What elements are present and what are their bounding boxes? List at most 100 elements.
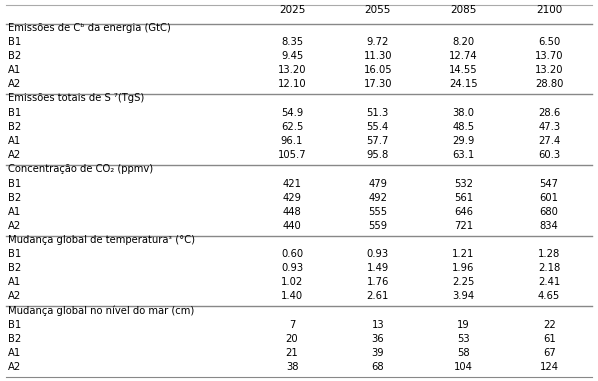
Text: 1.96: 1.96 xyxy=(452,263,475,274)
Text: 492: 492 xyxy=(368,193,388,203)
Text: 1.76: 1.76 xyxy=(367,277,389,287)
Text: 95.8: 95.8 xyxy=(367,150,389,160)
Text: 53: 53 xyxy=(457,334,470,344)
Text: Concentração de CO₂ (ppmv): Concentração de CO₂ (ppmv) xyxy=(8,164,153,174)
Text: 57.7: 57.7 xyxy=(367,136,389,146)
Text: B1: B1 xyxy=(8,250,22,259)
Text: 1.21: 1.21 xyxy=(452,250,475,259)
Text: 1.49: 1.49 xyxy=(367,263,389,274)
Text: 62.5: 62.5 xyxy=(281,122,303,132)
Text: 21: 21 xyxy=(286,348,298,358)
Text: 105.7: 105.7 xyxy=(277,150,306,160)
Text: 27.4: 27.4 xyxy=(538,136,560,146)
Text: 9.45: 9.45 xyxy=(281,51,303,61)
Text: A1: A1 xyxy=(8,277,22,287)
Text: 4.65: 4.65 xyxy=(538,291,560,301)
Text: 0.93: 0.93 xyxy=(281,263,303,274)
Text: A2: A2 xyxy=(8,221,22,231)
Text: Emissões totais de S ⁷(TgS): Emissões totais de S ⁷(TgS) xyxy=(8,93,144,104)
Text: 13.20: 13.20 xyxy=(535,65,563,75)
Text: 421: 421 xyxy=(282,179,301,189)
Text: A2: A2 xyxy=(8,291,22,301)
Text: 1.02: 1.02 xyxy=(281,277,303,287)
Text: 63.1: 63.1 xyxy=(452,150,475,160)
Text: 14.55: 14.55 xyxy=(449,65,478,75)
Text: 547: 547 xyxy=(539,179,559,189)
Text: Emissões de Cᵇ da energia (GtC): Emissões de Cᵇ da energia (GtC) xyxy=(8,23,171,33)
Text: 2.61: 2.61 xyxy=(367,291,389,301)
Text: 11.30: 11.30 xyxy=(364,51,392,61)
Text: 96.1: 96.1 xyxy=(281,136,303,146)
Text: 834: 834 xyxy=(540,221,559,231)
Text: 48.5: 48.5 xyxy=(452,122,474,132)
Text: B2: B2 xyxy=(8,334,22,344)
Text: 8.35: 8.35 xyxy=(281,37,303,48)
Text: 1.28: 1.28 xyxy=(538,250,560,259)
Text: 20: 20 xyxy=(286,334,298,344)
Text: 646: 646 xyxy=(454,207,473,217)
Text: 2.25: 2.25 xyxy=(452,277,475,287)
Text: 61: 61 xyxy=(543,334,556,344)
Text: B1: B1 xyxy=(8,320,22,330)
Text: 479: 479 xyxy=(368,179,388,189)
Text: 67: 67 xyxy=(543,348,556,358)
Text: 51.3: 51.3 xyxy=(367,108,389,118)
Text: 38.0: 38.0 xyxy=(453,108,474,118)
Text: 12.10: 12.10 xyxy=(277,79,306,89)
Text: 0.93: 0.93 xyxy=(367,250,389,259)
Text: 22: 22 xyxy=(543,320,556,330)
Text: 6.50: 6.50 xyxy=(538,37,560,48)
Text: A1: A1 xyxy=(8,65,22,75)
Text: 7: 7 xyxy=(289,320,295,330)
Text: B1: B1 xyxy=(8,37,22,48)
Text: 17.30: 17.30 xyxy=(364,79,392,89)
Text: 13.20: 13.20 xyxy=(278,65,306,75)
Text: 28.80: 28.80 xyxy=(535,79,563,89)
Text: 58: 58 xyxy=(457,348,470,358)
Text: 16.05: 16.05 xyxy=(364,65,392,75)
Text: 104: 104 xyxy=(454,362,473,372)
Text: A2: A2 xyxy=(8,362,22,372)
Text: A1: A1 xyxy=(8,207,22,217)
Text: B1: B1 xyxy=(8,108,22,118)
Text: 39: 39 xyxy=(371,348,384,358)
Text: 555: 555 xyxy=(368,207,388,217)
Text: 2.41: 2.41 xyxy=(538,277,560,287)
Text: 8.20: 8.20 xyxy=(452,37,474,48)
Text: 448: 448 xyxy=(283,207,301,217)
Text: 2055: 2055 xyxy=(365,5,391,14)
Text: A2: A2 xyxy=(8,150,22,160)
Text: 29.9: 29.9 xyxy=(452,136,475,146)
Text: A2: A2 xyxy=(8,79,22,89)
Text: B2: B2 xyxy=(8,122,22,132)
Text: 561: 561 xyxy=(454,193,473,203)
Text: 19: 19 xyxy=(457,320,470,330)
Text: 440: 440 xyxy=(283,221,301,231)
Text: 55.4: 55.4 xyxy=(367,122,389,132)
Text: B2: B2 xyxy=(8,193,22,203)
Text: 429: 429 xyxy=(282,193,301,203)
Text: A1: A1 xyxy=(8,348,22,358)
Text: 2085: 2085 xyxy=(450,5,477,14)
Text: 532: 532 xyxy=(454,179,473,189)
Text: 36: 36 xyxy=(371,334,384,344)
Text: 60.3: 60.3 xyxy=(538,150,560,160)
Text: 38: 38 xyxy=(286,362,298,372)
Text: 3.94: 3.94 xyxy=(452,291,474,301)
Text: 47.3: 47.3 xyxy=(538,122,560,132)
Text: A1: A1 xyxy=(8,136,22,146)
Text: B1: B1 xyxy=(8,179,22,189)
Text: 13.70: 13.70 xyxy=(535,51,563,61)
Text: B2: B2 xyxy=(8,51,22,61)
Text: 1.40: 1.40 xyxy=(281,291,303,301)
Text: 54.9: 54.9 xyxy=(281,108,303,118)
Text: 124: 124 xyxy=(539,362,559,372)
Text: 13: 13 xyxy=(371,320,384,330)
Text: 680: 680 xyxy=(540,207,559,217)
Text: 9.72: 9.72 xyxy=(367,37,389,48)
Text: 2100: 2100 xyxy=(536,5,562,14)
Text: 0.60: 0.60 xyxy=(281,250,303,259)
Text: 601: 601 xyxy=(539,193,559,203)
Text: B2: B2 xyxy=(8,263,22,274)
Text: Mudança global no nível do mar (cm): Mudança global no nível do mar (cm) xyxy=(8,305,194,316)
